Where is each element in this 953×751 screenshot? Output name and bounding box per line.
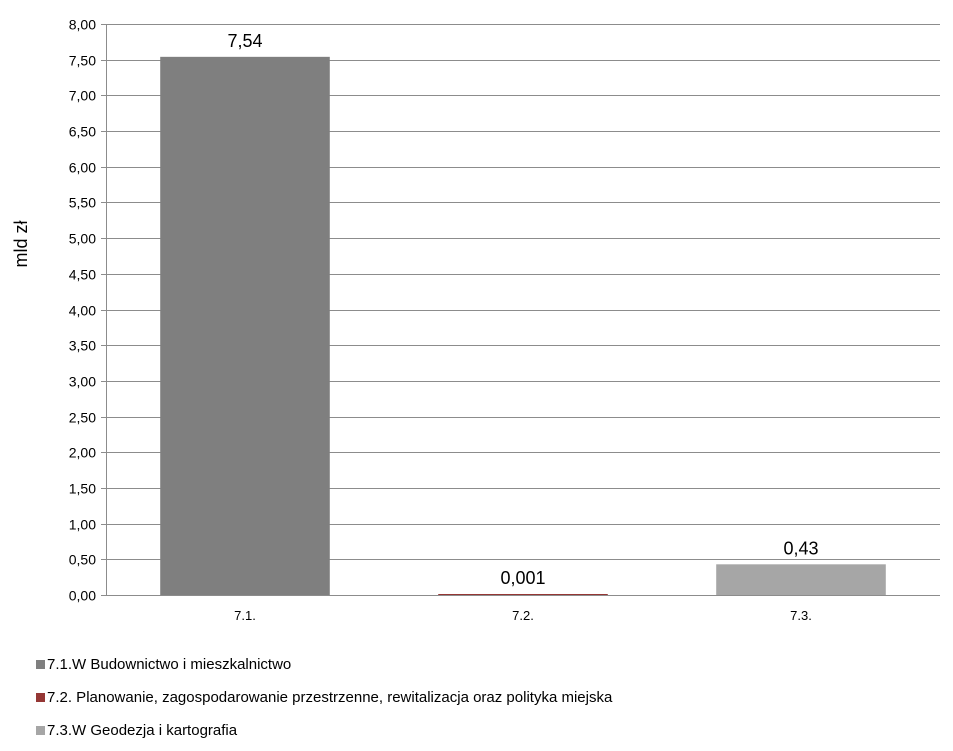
data-label: 0,001 [500, 568, 545, 588]
bar-chart: 0,00 0,50 1,00 1,50 2,00 2,50 3,00 3,50 4,00 4,50… [11, 17, 940, 623]
y-tick-label: 7,50 [69, 53, 96, 69]
y-tick-label: 5,00 [69, 231, 96, 247]
legend-swatch [36, 692, 45, 702]
y-tick-label: 4,00 [69, 303, 96, 319]
legend-item: 7.2. Planowanie, zagospodarowanie przest… [36, 685, 936, 709]
axes [101, 24, 940, 596]
y-tick-label: 5,50 [69, 195, 96, 211]
y-axis-title: mld zł [11, 220, 31, 267]
y-tick-label: 2,50 [69, 410, 96, 426]
x-tick-label: 7.1. [234, 608, 256, 623]
legend-swatch [36, 659, 45, 669]
data-label: 7,54 [227, 31, 262, 51]
bars [160, 56, 886, 595]
legend-label: 7.3.W Geodezja i kartografia [47, 721, 238, 739]
legend: 7.1.W Budownictwo i mieszkalnictwo 7.2. P… [36, 652, 936, 751]
y-tick-label: 8,00 [69, 17, 96, 33]
data-label: 0,43 [783, 538, 818, 558]
chart-canvas: 0,00 0,50 1,00 1,50 2,00 2,50 3,00 3,50 4,00 4,50… [11, 17, 940, 623]
x-tick-label: 7.2. [512, 608, 534, 623]
legend-label: 7.2. Planowanie, zagospodarowanie przest… [47, 688, 613, 706]
y-tick-labels: 0,00 0,50 1,00 1,50 2,00 2,50 3,00 3,50 4,00 4,50… [69, 17, 96, 604]
y-tick-label: 3,50 [69, 338, 96, 354]
y-tick-label: 6,00 [69, 160, 96, 176]
bar-3 [716, 564, 886, 595]
legend-item: 7.1.W Budownictwo i mieszkalnictwo [36, 652, 936, 676]
y-tick-label: 1,00 [69, 517, 96, 533]
y-tick-label: 0,00 [69, 588, 96, 604]
y-tick-label: 6,50 [69, 124, 96, 140]
y-tick-label: 1,50 [69, 481, 96, 497]
bar-1 [160, 56, 330, 595]
x-tick-label: 7.3. [790, 608, 812, 623]
legend-swatch [36, 725, 45, 735]
y-tick-label: 0,50 [69, 552, 96, 568]
legend-item: 7.3.W Geodezja i kartografia [36, 718, 936, 742]
category-labels: 7.1. 7.2. 7.3. [234, 608, 812, 623]
bar-2 [438, 594, 608, 595]
y-tick-label: 4,50 [69, 267, 96, 283]
legend-label: 7.1.W Budownictwo i mieszkalnictwo [47, 655, 292, 673]
y-tick-label: 3,00 [69, 374, 96, 390]
data-labels: 7,54 0,001 0,43 [227, 31, 818, 588]
y-tick-label: 2,00 [69, 445, 96, 461]
y-tick-label: 7,00 [69, 88, 96, 104]
